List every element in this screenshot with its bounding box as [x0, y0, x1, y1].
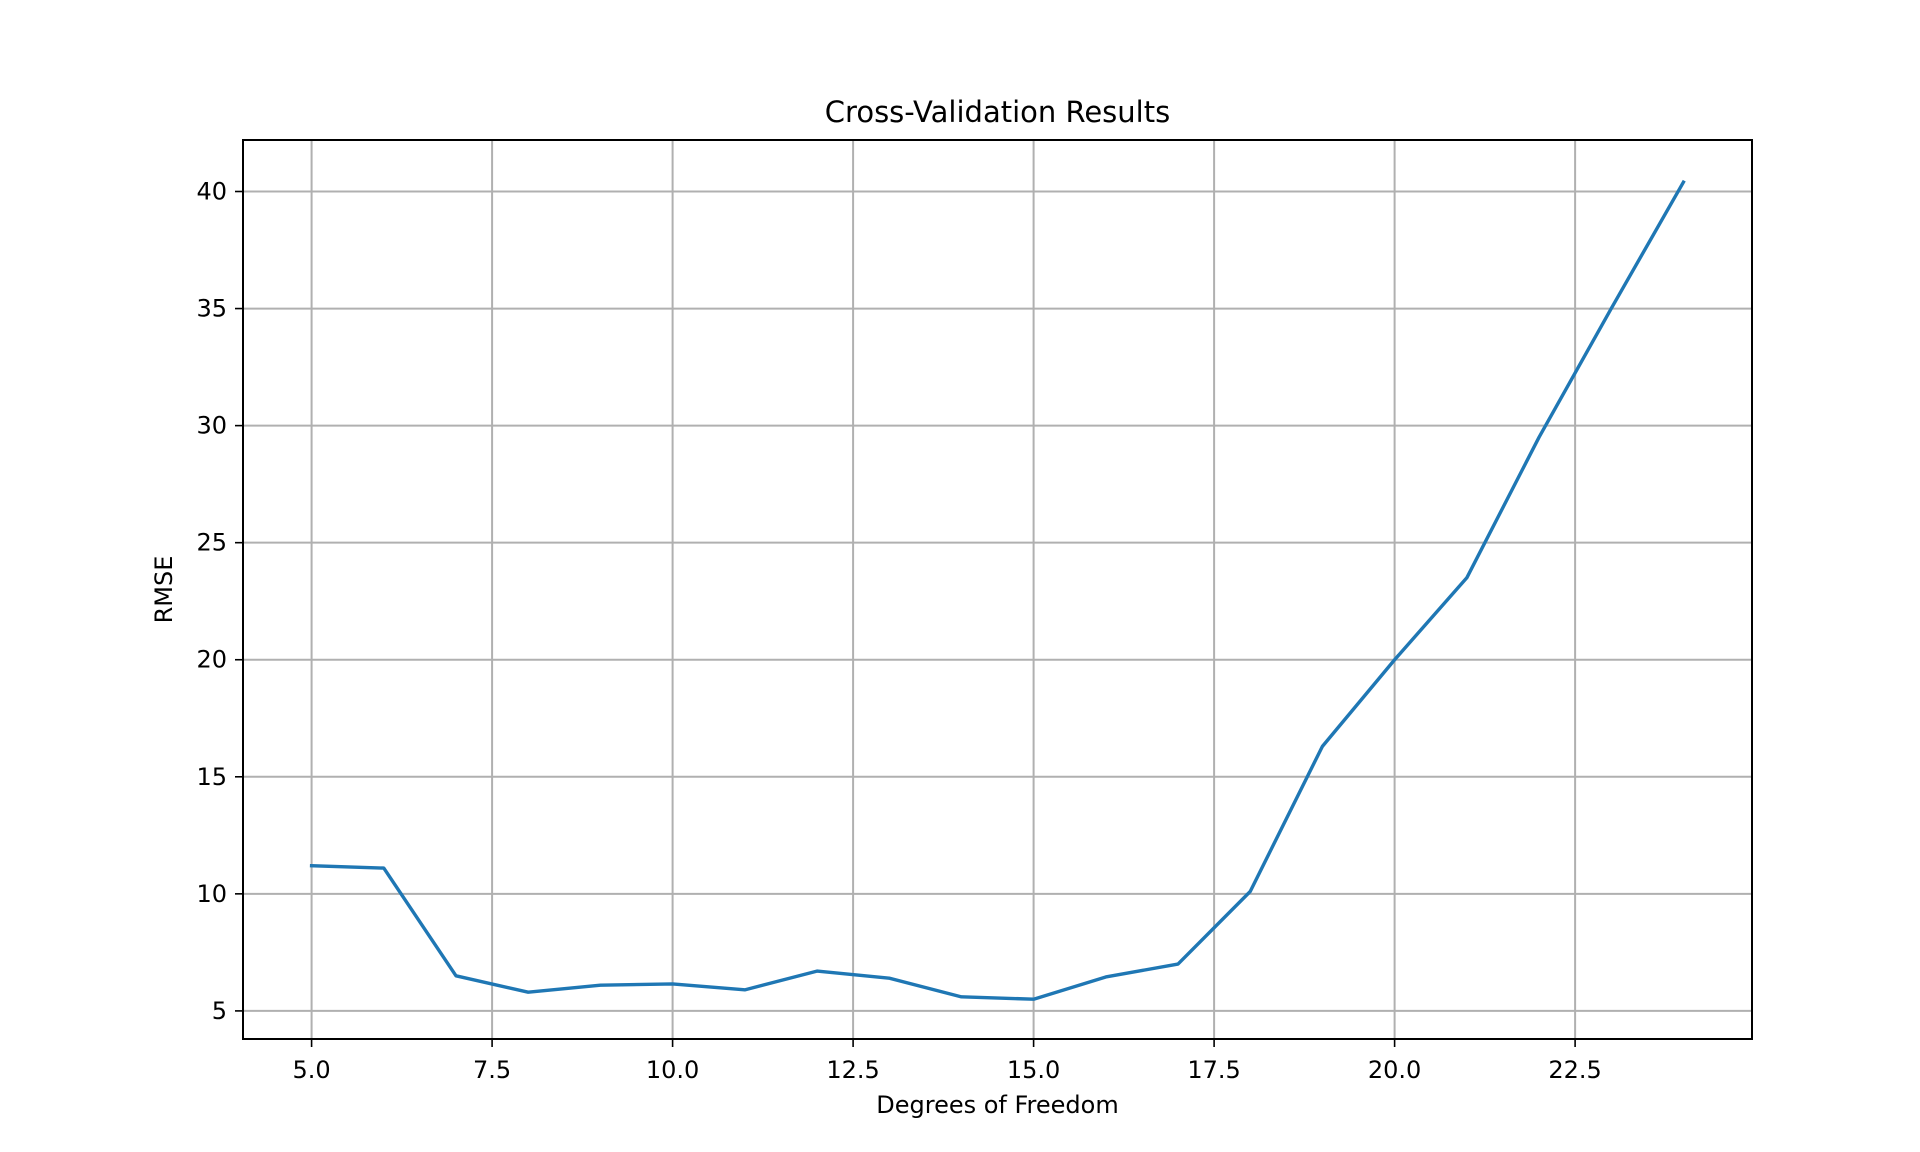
x-tick-label: 5.0 — [293, 1056, 331, 1084]
plot-frame — [242, 139, 1753, 1040]
series-layer — [309, 179, 1686, 1001]
y-tick-label: 30 — [196, 412, 227, 440]
x-tick-label: 7.5 — [473, 1056, 511, 1084]
y-tick-label: 25 — [196, 529, 227, 557]
y-tick-label: 35 — [196, 295, 227, 323]
x-axis-title: Degrees of Freedom — [876, 1091, 1118, 1119]
y-axis-title: RMSE — [150, 556, 178, 624]
y-tick-label: 40 — [196, 178, 227, 206]
x-tick-label: 20.0 — [1368, 1056, 1421, 1084]
y-tick-label: 10 — [196, 880, 227, 908]
grid-layer — [243, 140, 1752, 1039]
x-tick-label: 12.5 — [826, 1056, 879, 1084]
chart-title: Cross-Validation Results — [825, 95, 1170, 129]
x-tick-label: 22.5 — [1548, 1056, 1601, 1084]
tick-layer: 5.0 7.5 10.0 12.5 15.0 17.5 20.0 22.5 5 10 15 20 25 3… — [196, 178, 1601, 1084]
x-tick-label: 10.0 — [646, 1056, 699, 1084]
y-tick-label: 15 — [196, 763, 227, 791]
x-tick-label: 17.5 — [1187, 1056, 1240, 1084]
rmse-line — [309, 179, 1686, 1001]
y-tick-label: 20 — [196, 646, 227, 674]
x-tick-label: 15.0 — [1007, 1056, 1060, 1084]
y-tick-label: 5 — [212, 997, 227, 1025]
